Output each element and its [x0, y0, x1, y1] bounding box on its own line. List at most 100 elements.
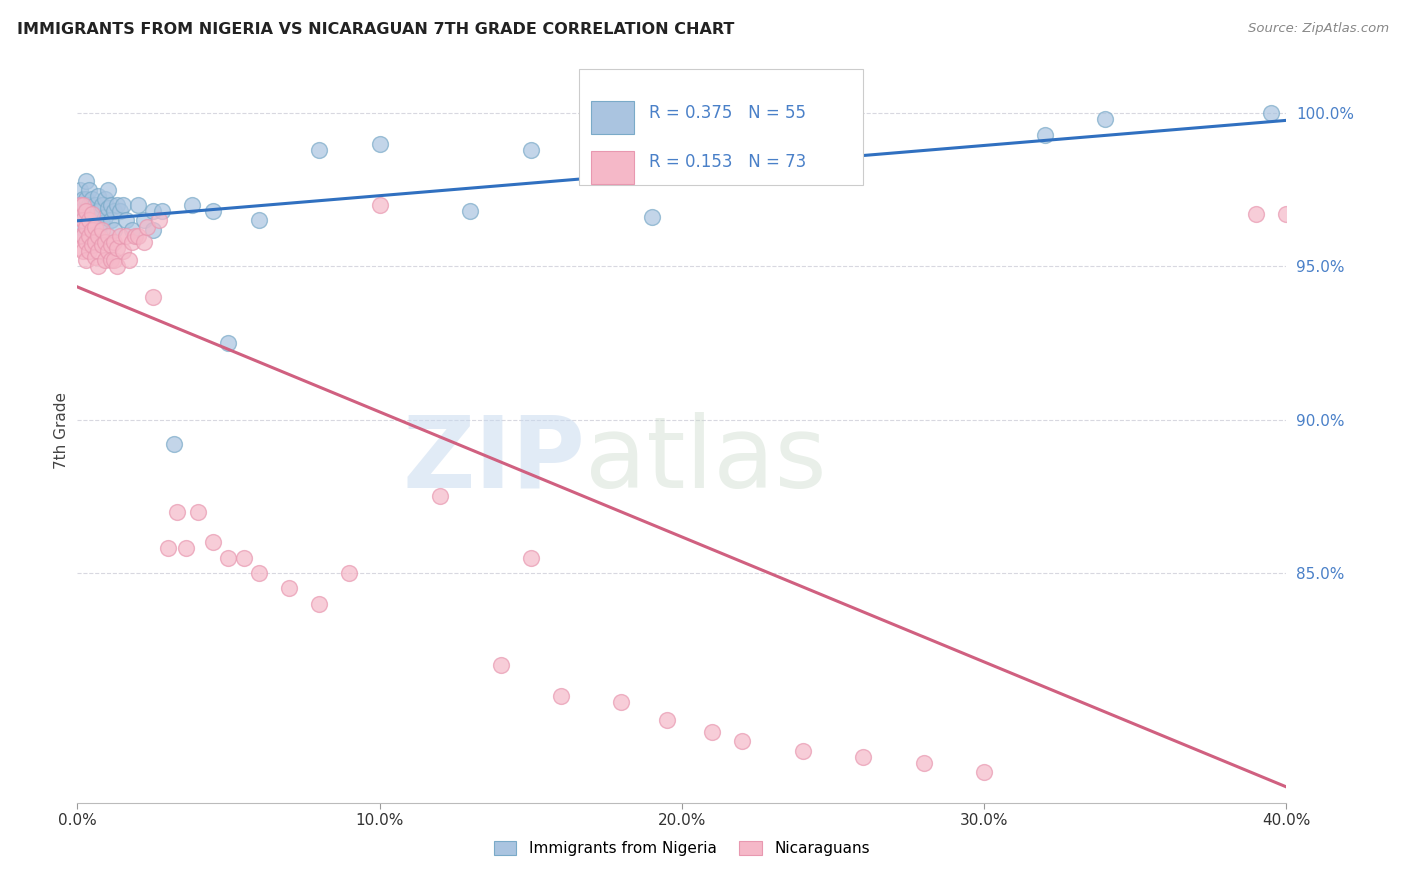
Point: [82, 207, 104, 221]
Point: [114, 213, 136, 227]
Point: [232, 550, 254, 565]
Point: [75, 235, 97, 249]
Point: [82, 207, 104, 221]
Point: [87, 204, 110, 219]
Point: [121, 235, 143, 249]
Point: [124, 228, 146, 243]
Point: [142, 222, 165, 236]
Text: R = 0.375   N = 55: R = 0.375 N = 55: [650, 104, 806, 122]
Point: [93, 253, 115, 268]
Point: [82, 222, 104, 236]
Point: [111, 198, 134, 212]
Point: [72, 228, 94, 243]
Point: [368, 198, 391, 212]
Point: [150, 204, 173, 219]
Point: [218, 336, 240, 351]
Point: [655, 713, 678, 727]
Point: [79, 183, 101, 197]
Point: [278, 581, 301, 595]
Point: [142, 290, 165, 304]
Point: [87, 244, 110, 258]
Point: [702, 725, 724, 739]
Point: [105, 241, 128, 255]
Point: [84, 228, 107, 243]
Point: [1094, 112, 1116, 127]
FancyBboxPatch shape: [592, 151, 634, 184]
Point: [69, 228, 91, 243]
Point: [520, 550, 543, 565]
Point: [912, 756, 935, 770]
Point: [792, 744, 814, 758]
Point: [202, 204, 225, 219]
Point: [174, 541, 197, 556]
Point: [142, 204, 165, 219]
Point: [1246, 207, 1268, 221]
Point: [247, 213, 270, 227]
Point: [1275, 207, 1298, 221]
Point: [82, 222, 104, 236]
Point: [96, 244, 118, 258]
Point: [103, 222, 125, 236]
Point: [1260, 106, 1282, 120]
Point: [148, 213, 170, 227]
Legend: Immigrants from Nigeria, Nicaraguans: Immigrants from Nigeria, Nicaraguans: [488, 835, 876, 863]
Point: [87, 189, 110, 203]
Point: [79, 244, 101, 258]
Point: [69, 198, 91, 212]
Point: [118, 253, 141, 268]
Point: [973, 765, 995, 780]
Point: [84, 198, 107, 212]
Point: [84, 219, 107, 234]
Point: [610, 695, 633, 709]
Point: [69, 204, 91, 219]
Point: [187, 505, 209, 519]
Point: [132, 213, 155, 227]
Point: [75, 253, 97, 268]
Point: [731, 734, 754, 748]
Point: [114, 228, 136, 243]
Point: [79, 228, 101, 243]
Point: [75, 204, 97, 219]
Point: [852, 749, 875, 764]
Point: [105, 260, 128, 274]
Text: ZIP: ZIP: [402, 412, 585, 508]
Text: Source: ZipAtlas.com: Source: ZipAtlas.com: [1249, 22, 1389, 36]
Point: [157, 541, 180, 556]
Point: [368, 136, 391, 151]
Point: [100, 253, 122, 268]
Point: [72, 244, 94, 258]
Point: [72, 213, 94, 227]
Text: R = 0.153   N = 73: R = 0.153 N = 73: [650, 153, 807, 170]
Point: [75, 217, 97, 231]
Point: [135, 219, 157, 234]
Point: [103, 253, 125, 268]
Point: [100, 238, 122, 252]
Point: [132, 235, 155, 249]
Point: [90, 198, 112, 212]
Text: atlas: atlas: [585, 412, 827, 508]
Point: [218, 550, 240, 565]
Point: [79, 213, 101, 227]
Point: [108, 204, 131, 219]
Point: [96, 183, 118, 197]
Point: [93, 192, 115, 206]
Y-axis label: 7th Grade: 7th Grade: [53, 392, 69, 469]
Point: [82, 192, 104, 206]
Point: [87, 228, 110, 243]
Point: [72, 228, 94, 243]
Point: [87, 219, 110, 234]
Point: [641, 211, 664, 225]
Point: [69, 211, 91, 225]
Point: [72, 192, 94, 206]
Point: [163, 437, 186, 451]
Point: [93, 235, 115, 249]
Point: [308, 143, 330, 157]
Point: [69, 183, 91, 197]
FancyBboxPatch shape: [579, 70, 863, 185]
Point: [90, 222, 112, 236]
Point: [90, 238, 112, 252]
Point: [121, 222, 143, 236]
Point: [93, 211, 115, 225]
Point: [103, 204, 125, 219]
Point: [84, 211, 107, 225]
